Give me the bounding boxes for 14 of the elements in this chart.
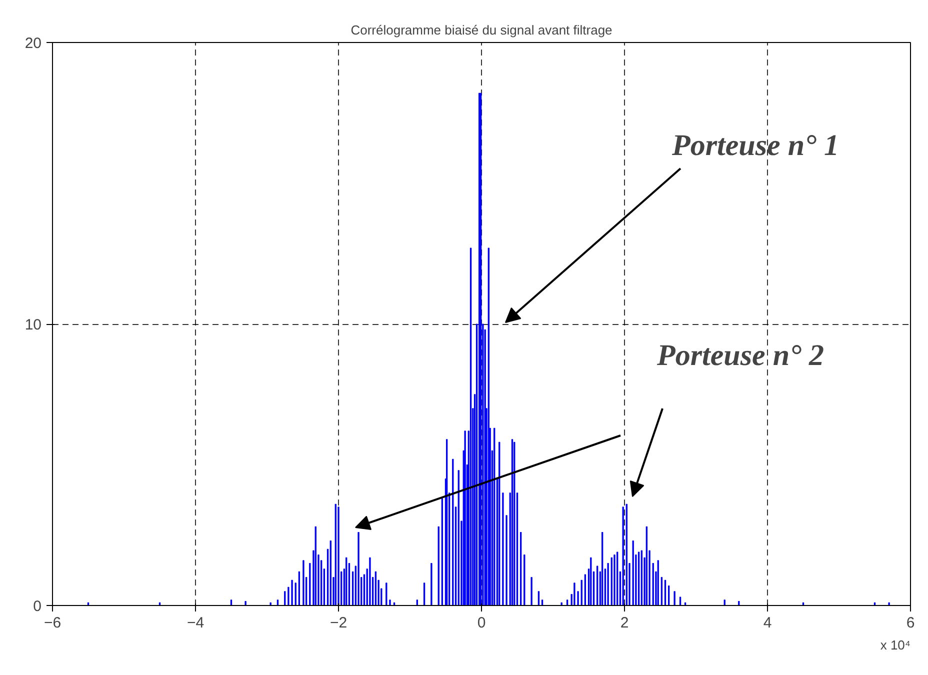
x-tick-label: 0 — [477, 614, 486, 632]
annotation: Porteuse n° 1 — [670, 129, 840, 162]
x-tick-label: −2 — [330, 614, 348, 632]
y-tick-label: 10 — [24, 316, 42, 334]
text: x 10⁴ — [880, 638, 911, 652]
y-tick-label: 0 — [33, 598, 42, 615]
y-tick-label: 20 — [24, 35, 42, 52]
x-tick-label: 4 — [763, 614, 772, 632]
x-tick-label: −6 — [44, 614, 62, 632]
annotation: Porteuse n° 2 — [656, 339, 824, 372]
chart-title: Corrélogramme biaisé du signal avant filtrage — [350, 22, 612, 38]
x-tick-label: −4 — [186, 614, 204, 632]
x-tick-label: 2 — [620, 614, 629, 632]
x-tick-label: 6 — [906, 614, 915, 632]
